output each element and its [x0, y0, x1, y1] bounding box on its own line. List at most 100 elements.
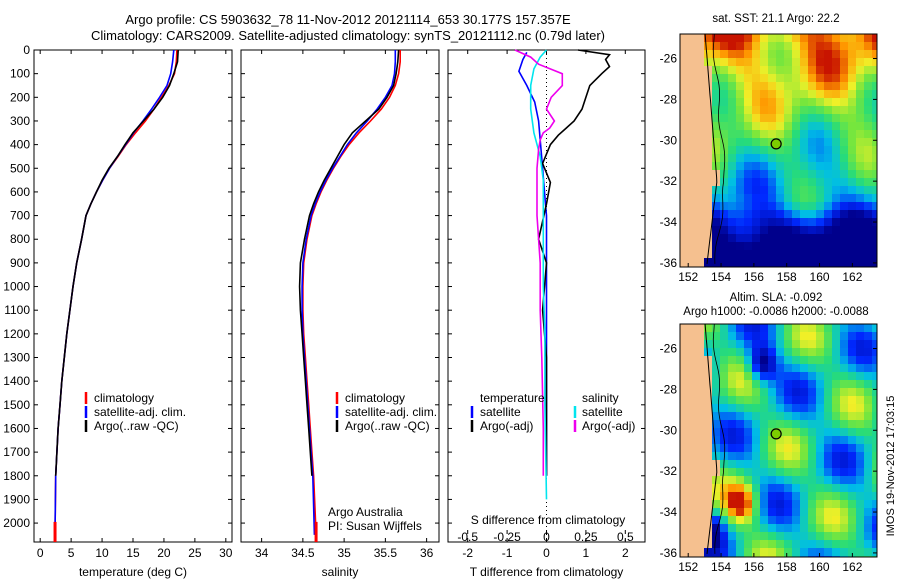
ocean-cell — [792, 154, 801, 163]
land-cell — [680, 154, 689, 163]
ocean-cell — [792, 234, 801, 243]
ocean-cell — [768, 372, 777, 381]
ocean-cell — [720, 404, 729, 413]
land-cell — [688, 258, 697, 267]
ocean-cell — [776, 452, 785, 461]
ocean-cell — [752, 90, 761, 99]
land-cell — [696, 218, 705, 227]
ocean-cell — [736, 476, 745, 485]
ocean-cell — [720, 532, 729, 541]
ocean-cell — [848, 500, 857, 509]
land-cell — [680, 548, 689, 557]
ocean-cell — [752, 388, 761, 397]
ocean-cell — [792, 372, 801, 381]
land-cell — [680, 90, 689, 99]
ocean-cell — [776, 34, 785, 43]
ocean-cell — [816, 396, 825, 405]
ocean-cell — [824, 468, 833, 477]
ocean-cell — [808, 50, 817, 59]
ocean-cell — [832, 372, 841, 381]
ocean-cell — [800, 122, 809, 131]
ocean-cell — [776, 226, 785, 235]
ocean-cell — [856, 130, 865, 139]
land-cell — [704, 234, 713, 243]
ocean-cell — [848, 82, 857, 91]
ocean-cell — [824, 548, 833, 557]
header-line-2: Climatology: CARS2009. Satellite-adjuste… — [91, 28, 605, 43]
ocean-cell — [864, 388, 873, 397]
ocean-cell — [712, 210, 721, 219]
ocean-cell — [792, 42, 801, 51]
ocean-cell — [808, 154, 817, 163]
ocean-cell — [872, 404, 877, 413]
ocean-cell — [872, 258, 877, 267]
header-line-1: Argo profile: CS 5903632_78 11-Nov-2012 … — [125, 12, 571, 27]
ocean-cell — [704, 34, 713, 43]
ocean-cell — [808, 186, 817, 195]
ocean-cell — [872, 42, 877, 51]
land-cell — [696, 210, 705, 219]
ocean-cell — [808, 436, 817, 445]
ocean-cell — [840, 404, 849, 413]
ocean-cell — [800, 548, 809, 557]
ocean-cell — [752, 130, 761, 139]
salinity-legend: climatology satellite-adj. clim. Argo(..… — [335, 391, 437, 433]
ocean-cell — [800, 396, 809, 405]
ocean-cell — [808, 146, 817, 155]
ocean-cell — [856, 90, 865, 99]
s-diff-axis-label: S difference from climatology — [471, 513, 626, 527]
ocean-cell — [864, 340, 873, 349]
ocean-cell — [712, 484, 721, 493]
ocean-cell — [792, 452, 801, 461]
ocean-cell — [712, 420, 721, 429]
ocean-cell — [792, 74, 801, 83]
shelf-isobath — [712, 34, 726, 264]
ocean-cell — [752, 516, 761, 525]
ocean-cell — [856, 508, 865, 517]
ocean-cell — [832, 170, 841, 179]
ocean-cell — [816, 258, 825, 267]
ocean-cell — [776, 324, 785, 333]
ocean-cell — [824, 444, 833, 453]
ocean-cell — [872, 250, 877, 259]
ocean-cell — [720, 428, 729, 437]
ocean-cell — [712, 492, 721, 501]
ocean-cell — [712, 380, 721, 389]
ocean-cell — [728, 436, 737, 445]
ocean-cell — [824, 58, 833, 67]
ocean-cell — [752, 356, 761, 365]
ocean-cell — [840, 500, 849, 509]
land-cell — [688, 58, 697, 67]
ocean-cell — [808, 492, 817, 501]
ocean-cell — [832, 50, 841, 59]
ocean-cell — [792, 82, 801, 91]
ocean-cell — [856, 194, 865, 203]
ocean-cell — [808, 242, 817, 251]
ocean-cell — [840, 452, 849, 461]
ocean-cell — [832, 404, 841, 413]
ocean-cell — [872, 178, 877, 187]
series-line-argo-raw-qc- — [54, 49, 179, 476]
land-cell — [680, 540, 689, 549]
land-cell — [696, 492, 705, 501]
ocean-cell — [832, 492, 841, 501]
land-cell — [688, 420, 697, 429]
ocean-cell — [792, 484, 801, 493]
ocean-cell — [848, 388, 857, 397]
ocean-cell — [816, 178, 825, 187]
ocean-cell — [712, 356, 721, 365]
ocean-cell — [832, 82, 841, 91]
ocean-cell — [832, 420, 841, 429]
ocean-cell — [864, 58, 873, 67]
ocean-cell — [800, 332, 809, 341]
legend-label-climatology: climatology — [94, 391, 154, 405]
ocean-cell — [816, 348, 825, 357]
ocean-cell — [728, 154, 737, 163]
ocean-cell — [864, 444, 873, 453]
land-cell — [696, 170, 705, 179]
ocean-cell — [840, 428, 849, 437]
ocean-cell — [736, 396, 745, 405]
ocean-cell — [728, 348, 737, 357]
ocean-cell — [744, 226, 753, 235]
ocean-cell — [824, 412, 833, 421]
